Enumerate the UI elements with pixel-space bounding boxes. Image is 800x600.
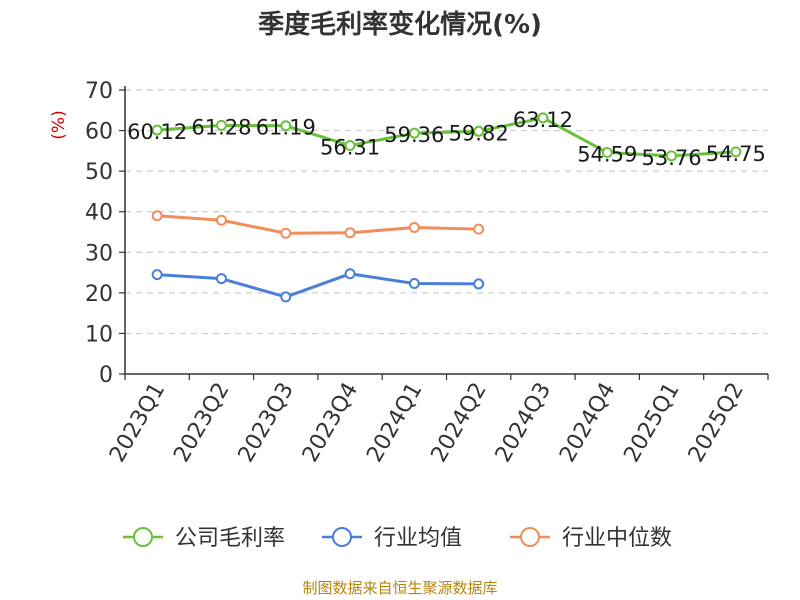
legend-item-2: 行业中位数 — [510, 526, 672, 551]
data-point — [151, 269, 163, 281]
data-point — [473, 278, 485, 290]
data-point — [215, 119, 227, 131]
legend-marker — [133, 527, 153, 547]
data-point — [601, 147, 613, 159]
x-tick-label: 2024Q3 — [491, 379, 556, 467]
data-point — [730, 146, 742, 158]
data-point — [408, 127, 420, 139]
data-label: 54.59 — [577, 143, 637, 167]
x-tick-label: 2025Q1 — [619, 379, 684, 467]
data-point — [215, 273, 227, 285]
x-tick-label: 2024Q1 — [362, 379, 427, 467]
chart-title: 季度毛利率变化情况(%) — [258, 9, 542, 40]
legend-item-1: 行业均值 — [322, 526, 462, 551]
data-point — [280, 291, 292, 303]
y-tick-label: 20 — [85, 282, 113, 307]
source-note: 制图数据来自恒生聚源数据库 — [302, 579, 497, 597]
data-label: 63.12 — [513, 108, 573, 132]
data-label: 54.75 — [706, 142, 766, 166]
legend-label: 公司毛利率 — [175, 526, 285, 551]
series-line — [157, 272, 479, 299]
data-point — [408, 278, 420, 290]
y-tick-label: 60 — [85, 120, 113, 145]
x-tick-label: 2024Q2 — [427, 379, 492, 467]
x-tick-label: 2023Q2 — [169, 379, 234, 467]
series-line — [157, 116, 736, 158]
data-label: 56.31 — [320, 136, 380, 160]
y-tick-label: 40 — [85, 201, 113, 226]
y-tick-label: 0 — [99, 363, 113, 388]
data-point — [344, 227, 356, 239]
series-2 — [151, 210, 485, 239]
data-point — [280, 227, 292, 239]
series-line — [157, 214, 479, 235]
y-axis-unit: (%) — [49, 110, 69, 139]
data-point — [151, 124, 163, 136]
legend-label: 行业均值 — [374, 526, 462, 551]
data-point — [408, 222, 420, 234]
x-tick-label: 2024Q4 — [555, 379, 620, 467]
data-point — [151, 210, 163, 222]
y-tick-label: 50 — [85, 160, 113, 185]
data-point — [473, 125, 485, 137]
legend: 公司毛利率 行业均值 行业中位数 — [123, 526, 672, 551]
data-label: 60.12 — [127, 120, 187, 144]
grid — [125, 89, 768, 335]
series — [151, 112, 742, 303]
y-tick-label: 70 — [85, 79, 113, 104]
legend-item-0: 公司毛利率 — [123, 526, 285, 551]
legend-marker — [332, 527, 352, 547]
legend-label: 行业中位数 — [562, 526, 672, 551]
data-label: 53.76 — [641, 146, 701, 170]
data-point — [473, 223, 485, 235]
data-point — [666, 150, 678, 162]
legend-marker — [520, 527, 540, 547]
data-point — [537, 112, 549, 124]
series-1 — [151, 268, 485, 303]
data-label: 59.36 — [384, 123, 444, 147]
series-0 — [151, 112, 742, 162]
data-point — [344, 268, 356, 280]
data-point — [215, 214, 227, 226]
x-tick-label: 2025Q2 — [684, 379, 749, 467]
x-tick-label: 2023Q3 — [234, 379, 299, 467]
x-tick-label: 2023Q1 — [105, 379, 170, 467]
data-label: 59.82 — [449, 121, 509, 145]
x-tick-label: 2023Q4 — [298, 379, 363, 467]
data-point — [344, 140, 356, 152]
data-label: 61.19 — [256, 116, 316, 140]
y-tick-label: 30 — [85, 241, 113, 266]
y-tick-label: 10 — [85, 322, 113, 347]
data-point — [280, 120, 292, 132]
data-label: 61.28 — [191, 115, 251, 139]
